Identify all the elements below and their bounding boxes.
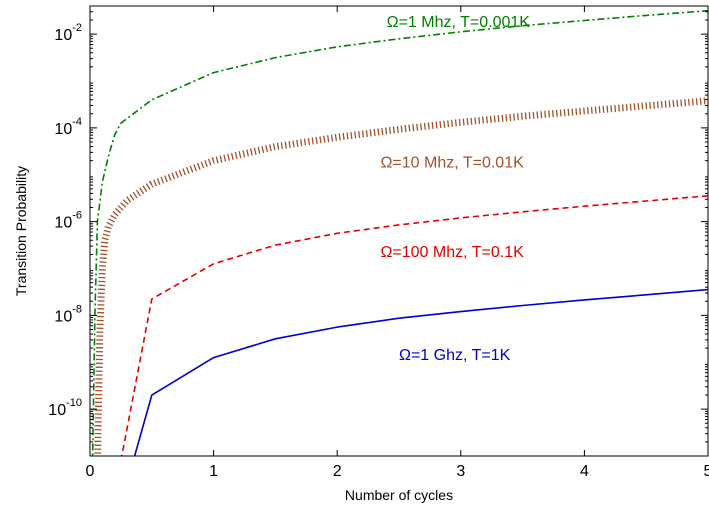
x-axis-label: Number of cycles [345,487,453,503]
series-layer [91,9,708,456]
y-axis-label: Transition Probability [13,166,29,296]
series-line-4 [133,288,708,456]
plot-frame [89,5,709,457]
series-annotation-4: Ω=1 Ghz, T=1K [399,347,511,364]
axes-layer: 0 1 2 3 4 5 10-10 10-8 10-6 10-4 10-2 [48,5,709,480]
y-tick-label: 10-4 [54,116,82,138]
series-annotation-3: Ω=100 Mhz, T=0.1K [380,244,524,261]
y-tick-label: 10-10 [48,397,82,419]
y-tick-label: 10-6 [54,210,82,232]
x-tick-label: 5 [704,463,709,480]
x-tick-label: 0 [86,463,95,480]
series-annotation-1: Ω=1 Mhz, T=0.001K [387,14,531,31]
y-tick-label: 10-2 [54,22,82,44]
annotation-layer: Ω=1 Mhz, T=0.001K Ω=10 Mhz, T=0.01K Ω=100 … [380,14,530,364]
series-line-1 [91,9,708,456]
y-tick-label: 10-8 [54,303,82,325]
x-tick-label: 4 [580,463,589,480]
x-tick-label: 1 [209,463,218,480]
series-line-2 [94,97,708,456]
series-annotation-2: Ω=10 Mhz, T=0.01K [380,155,524,172]
series-line-3 [120,195,708,456]
x-tick-label: 2 [333,463,342,480]
x-tick-label: 3 [456,463,465,480]
